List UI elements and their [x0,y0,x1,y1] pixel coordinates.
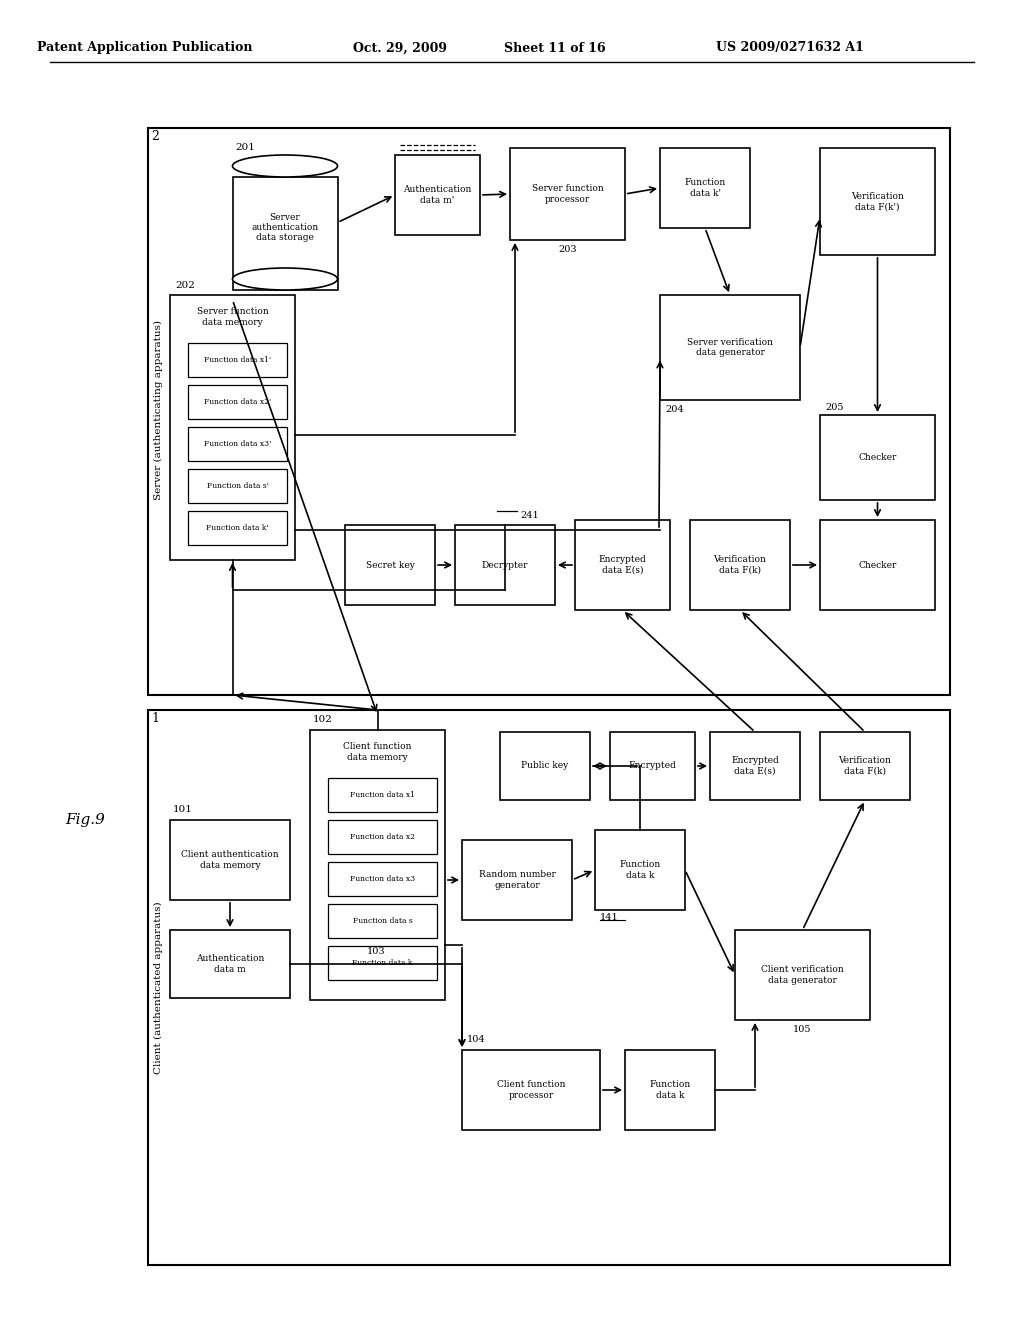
Bar [328,820,437,854]
Bar [395,154,480,235]
Text: Client function
processor: Client function processor [497,1080,565,1100]
Text: Server verification
data generator: Server verification data generator [687,338,773,358]
Text: Checker: Checker [858,561,897,569]
Text: Encrypted
data E(s): Encrypted data E(s) [599,556,646,574]
Text: Function data x2': Function data x2' [204,399,271,407]
Bar [510,148,625,240]
Text: Function data x1: Function data x1 [350,791,415,799]
Text: 204: 204 [665,405,684,414]
Text: 201: 201 [236,143,255,152]
Bar [455,525,555,605]
Text: US 2009/0271632 A1: US 2009/0271632 A1 [716,41,864,54]
Bar [660,294,800,400]
Text: Verification
data F(k): Verification data F(k) [714,556,766,574]
Text: Server function
processor: Server function processor [531,185,603,203]
Text: Verification
data F(k'): Verification data F(k') [851,191,904,211]
Text: Decrypter: Decrypter [481,561,528,569]
Text: Function data x1': Function data x1' [204,356,271,364]
Text: Function
data k: Function data k [649,1080,690,1100]
Text: Function data x2: Function data x2 [350,833,415,841]
Text: Server function
data memory: Server function data memory [197,308,268,327]
Bar [188,343,287,378]
Bar [575,520,670,610]
Text: Sheet 11 of 16: Sheet 11 of 16 [504,41,606,54]
Bar [820,733,910,800]
Text: 103: 103 [367,948,385,957]
Text: Fig.9: Fig.9 [66,813,104,828]
Bar [345,525,435,605]
Text: Function
data k': Function data k' [684,178,726,198]
Text: 101: 101 [173,805,193,814]
Text: Checker: Checker [858,453,897,462]
Bar [148,710,950,1265]
Bar [232,177,338,290]
Text: Function data k: Function data k [352,960,413,968]
Text: 202: 202 [175,281,195,289]
Bar [820,520,935,610]
Bar [328,777,437,812]
Text: Server
authentication
data storage: Server authentication data storage [251,213,318,243]
Text: Function data x3': Function data x3' [204,440,271,447]
Text: Secret key: Secret key [366,561,415,569]
Bar [170,931,290,998]
Text: 141: 141 [600,913,618,923]
Ellipse shape [232,268,338,290]
Bar [820,414,935,500]
Text: Server (authenticating apparatus): Server (authenticating apparatus) [154,319,163,500]
Text: Function
data k: Function data k [620,861,660,879]
Text: 104: 104 [467,1035,485,1044]
Bar [188,385,287,418]
Text: 205: 205 [825,403,844,412]
Text: 203: 203 [558,246,577,255]
Text: Authentication
data m: Authentication data m [196,954,264,974]
Text: Encrypted: Encrypted [629,762,677,771]
Text: 1: 1 [151,711,159,725]
Text: Public key: Public key [521,762,568,771]
Ellipse shape [232,154,338,177]
Bar [328,946,437,979]
Text: Patent Application Publication: Patent Application Publication [37,41,253,54]
Text: Client function
data memory: Client function data memory [343,742,412,762]
Bar [188,511,287,545]
Text: 105: 105 [794,1026,812,1035]
Bar [170,294,295,560]
Bar [328,862,437,896]
Bar [500,733,590,800]
Bar [610,733,695,800]
Bar [710,733,800,800]
Text: Oct. 29, 2009: Oct. 29, 2009 [353,41,447,54]
Text: Function data s: Function data s [352,917,413,925]
Text: Authentication
data m': Authentication data m' [403,185,472,205]
Text: Function data x3: Function data x3 [350,875,415,883]
Text: Random number
generator: Random number generator [478,870,555,890]
Text: Client (authenticated apparatus): Client (authenticated apparatus) [154,902,163,1074]
Bar [735,931,870,1020]
Bar [820,148,935,255]
Text: 241: 241 [520,511,539,520]
Bar [625,1049,715,1130]
Bar [310,730,445,1001]
Bar [660,148,750,228]
Text: Function data k': Function data k' [206,524,268,532]
Bar [462,840,572,920]
Bar [188,426,287,461]
Bar [595,830,685,909]
Text: Client authentication
data memory: Client authentication data memory [181,850,279,870]
Text: Verification
data F(k): Verification data F(k) [839,756,892,776]
Bar [328,904,437,939]
Bar [170,820,290,900]
Bar [462,1049,600,1130]
Text: 102: 102 [313,715,333,725]
Text: Function data s': Function data s' [207,482,268,490]
Text: 2: 2 [152,131,159,144]
Text: Client verification
data generator: Client verification data generator [761,965,844,985]
Bar [690,520,790,610]
Bar [188,469,287,503]
Bar [148,128,950,696]
Text: Encrypted
data E(s): Encrypted data E(s) [731,756,779,776]
